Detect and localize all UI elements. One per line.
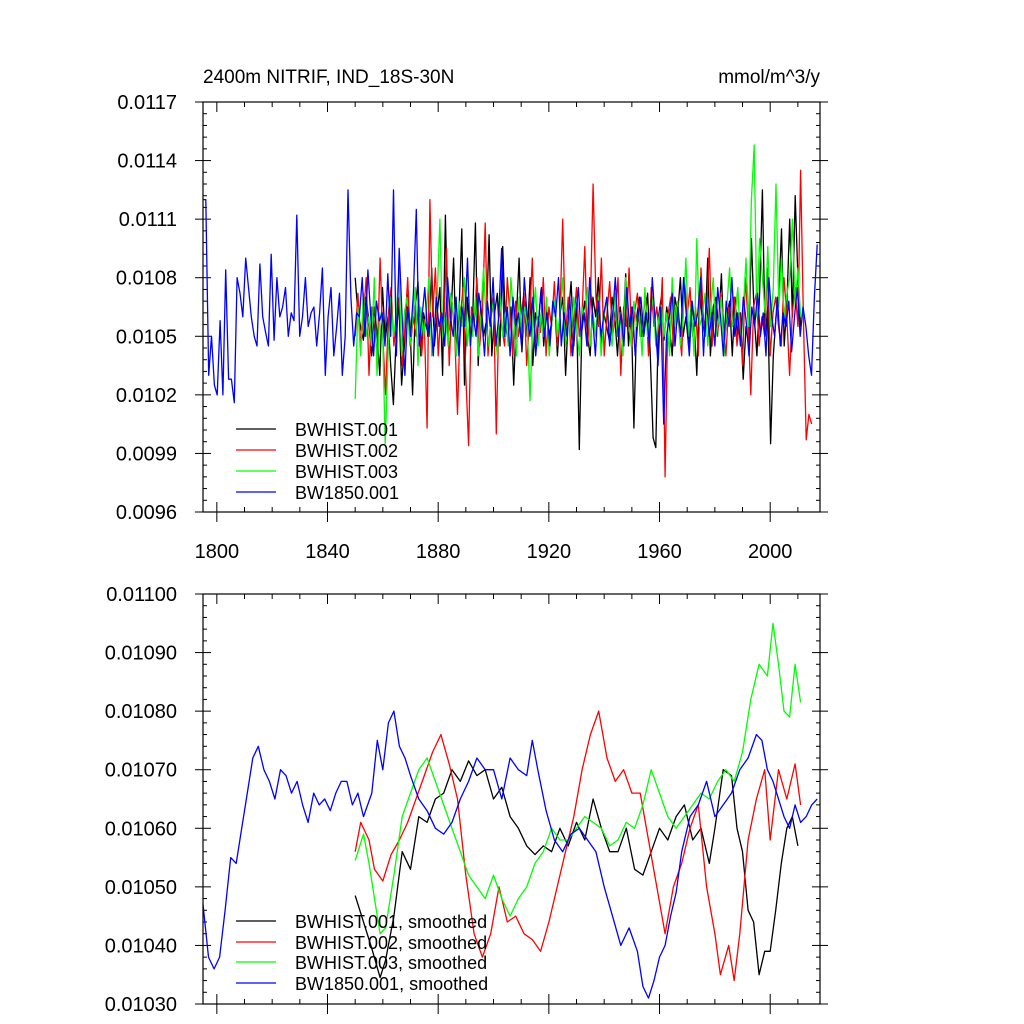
series-line-bwhist-001-smoothed [354, 760, 799, 979]
bottom-panel: 0.01030 0.01040 0.01050 0.01060 0.01070 0.010… [105, 584, 828, 1016]
y-tick-label: 0.0108 [116, 268, 177, 290]
y-tick-label: 0.01100 [106, 584, 177, 606]
x-tick-label: 1880 [416, 541, 461, 563]
y-tick-label: 0.01070 [105, 760, 177, 782]
series-line-bwhist-002 [354, 169, 813, 478]
top-panel-ticks: 1800 1840 1880 1920 1960 2000 0.0096 0.0099 0.01… [116, 92, 828, 563]
y-tick-label: 0.0099 [116, 443, 177, 465]
legend-label-bwhist-003-smoothed: BWHIST.003, smoothed [295, 953, 487, 973]
y-tick-label: 0.01060 [105, 818, 177, 840]
bottom-panel-frame [202, 593, 821, 1005]
series-line-bw1850-001 [203, 189, 818, 425]
y-tick-label: 0.01080 [105, 701, 177, 723]
y-tick-label: 0.0111 [119, 209, 177, 231]
bottom-panel-series [202, 622, 818, 999]
x-tick-label: 1800 [195, 541, 240, 563]
y-tick-label: 0.01050 [105, 877, 177, 899]
top-panel: 2400m NITRIF, IND_18S-30N mmol/m^3/y 180… [116, 67, 828, 563]
x-tick-label: 1920 [527, 541, 572, 563]
y-tick-label: 0.0102 [116, 385, 177, 407]
legend-label-bwhist-002-smoothed: BWHIST.002, smoothed [295, 933, 487, 953]
y-tick-label: 0.0117 [117, 92, 177, 114]
series-line-bwhist-002-smoothed [354, 710, 802, 982]
series-line-bw1850-001-smoothed [202, 710, 818, 999]
top-panel-series [203, 144, 818, 478]
legend-label-bwhist-001-smoothed: BWHIST.001, smoothed [295, 912, 487, 932]
top-panel-frame [202, 101, 821, 513]
top-panel-units: mmol/m^3/y [718, 67, 820, 88]
bottom-panel-ticks: 0.01030 0.01040 0.01050 0.01060 0.01070 0.010… [105, 584, 828, 1016]
series-line-bwhist-003-smoothed [354, 622, 802, 935]
x-tick-label: 1960 [637, 541, 682, 563]
x-tick-label: 1840 [305, 541, 350, 563]
legend-label-bwhist-001: BWHIST.001 [295, 420, 398, 440]
legend-label-bw1850-001: BW1850.001 [295, 483, 399, 503]
y-tick-label: 0.0105 [116, 326, 177, 348]
legend-label-bwhist-002: BWHIST.002 [295, 441, 398, 461]
x-tick-label: 2000 [748, 541, 793, 563]
y-tick-label: 0.0114 [117, 151, 177, 173]
y-tick-label: 0.0096 [116, 502, 177, 524]
y-tick-label: 0.01090 [105, 643, 177, 665]
legend-label-bwhist-003: BWHIST.003 [295, 462, 398, 482]
bottom-panel-legend: BWHIST.001, smoothed BWHIST.002, smoothe… [236, 912, 488, 994]
series-line-bwhist-003 [354, 144, 802, 445]
y-tick-label: 0.01040 [105, 935, 177, 957]
top-panel-legend: BWHIST.001 BWHIST.002 BWHIST.003 BW1850.… [236, 420, 399, 503]
top-panel-title: 2400m NITRIF, IND_18S-30N [203, 67, 454, 88]
legend-label-bw1850-001-smoothed: BW1850.001, smoothed [295, 974, 488, 994]
y-tick-label: 0.01030 [105, 994, 177, 1016]
